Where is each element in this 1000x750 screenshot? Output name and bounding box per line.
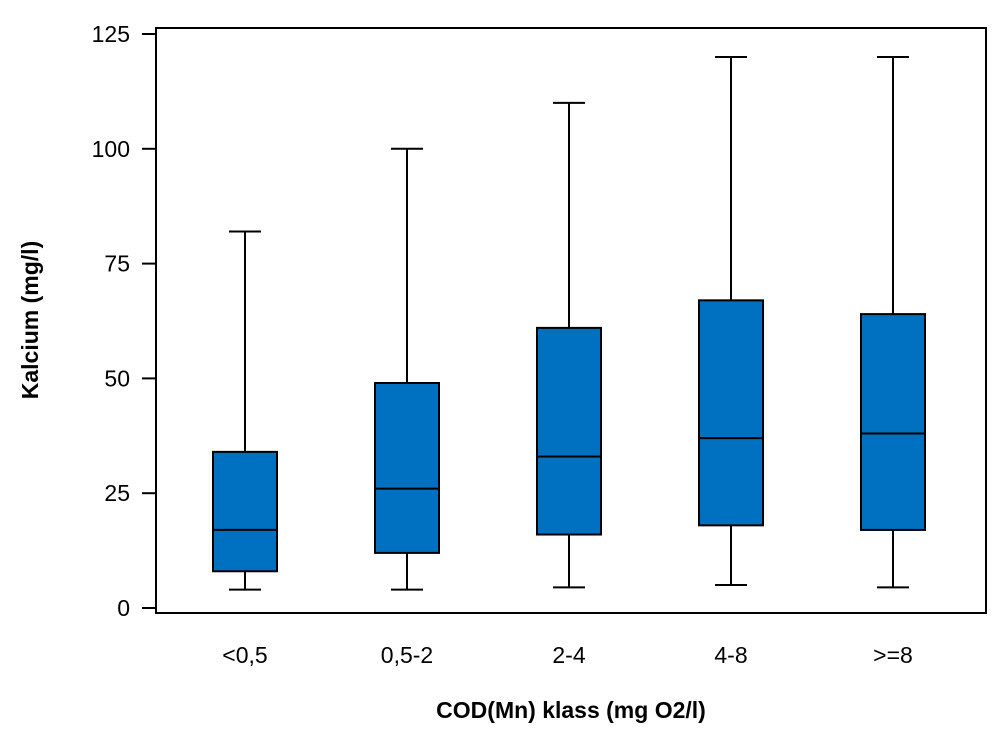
y-axis-title: Kalcium (mg/l) bbox=[17, 241, 43, 399]
x-axis: <0,5 0,5-2 2-4 4-8 >=8 bbox=[222, 642, 913, 668]
iqr-box bbox=[860, 313, 926, 531]
x-tick-label: 4-8 bbox=[714, 642, 747, 668]
box-series bbox=[212, 55, 926, 591]
x-tick-label: 2-4 bbox=[552, 642, 585, 668]
iqr-box bbox=[212, 450, 278, 573]
box-5 bbox=[860, 55, 926, 589]
y-tick-label: 75 bbox=[104, 251, 130, 277]
iqr-box bbox=[374, 381, 440, 554]
box-4 bbox=[698, 55, 764, 587]
x-tick-label: <0,5 bbox=[222, 642, 267, 668]
y-tick-label: 50 bbox=[104, 365, 130, 391]
y-tick-label: 25 bbox=[104, 480, 130, 506]
x-axis-title: COD(Mn) klass (mg O2/l) bbox=[436, 697, 706, 723]
y-tick-label: 125 bbox=[92, 21, 130, 47]
plot-frame bbox=[155, 27, 987, 614]
x-tick-label: 0,5-2 bbox=[381, 642, 433, 668]
y-tick-label: 100 bbox=[92, 136, 130, 162]
box-3 bbox=[536, 101, 602, 589]
iqr-box bbox=[536, 326, 602, 536]
y-tick-label: 0 bbox=[117, 595, 130, 621]
box-1 bbox=[212, 230, 278, 591]
box-2 bbox=[374, 147, 440, 591]
x-tick-label: >=8 bbox=[873, 642, 913, 668]
iqr-box bbox=[698, 299, 764, 527]
y-axis: 0 25 50 75 100 125 bbox=[92, 21, 156, 621]
